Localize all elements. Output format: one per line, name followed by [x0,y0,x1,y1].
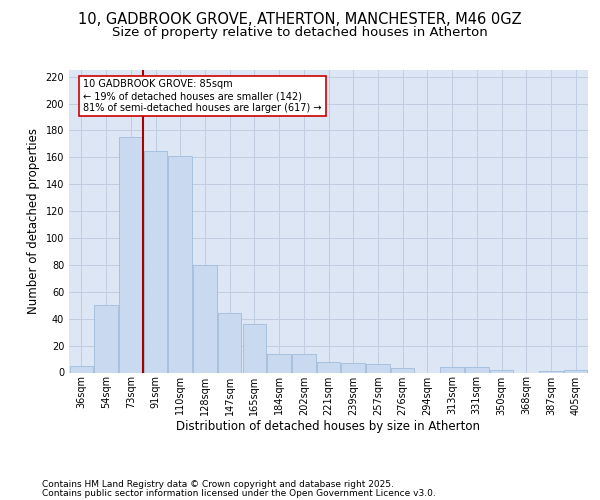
Bar [440,367,464,372]
Bar [465,367,488,372]
Bar [193,265,217,372]
X-axis label: Distribution of detached houses by size in Atherton: Distribution of detached houses by size … [176,420,481,434]
Bar [317,362,340,372]
Bar [218,314,241,372]
Bar [366,364,389,372]
Bar [94,306,118,372]
Bar [169,156,192,372]
Bar [490,370,513,372]
Text: Contains HM Land Registry data © Crown copyright and database right 2025.: Contains HM Land Registry data © Crown c… [42,480,394,489]
Text: 10, GADBROOK GROVE, ATHERTON, MANCHESTER, M46 0GZ: 10, GADBROOK GROVE, ATHERTON, MANCHESTER… [78,12,522,28]
Y-axis label: Number of detached properties: Number of detached properties [27,128,40,314]
Bar [341,363,365,372]
Bar [539,371,563,372]
Bar [144,150,167,372]
Text: Size of property relative to detached houses in Atherton: Size of property relative to detached ho… [112,26,488,39]
Bar [391,368,415,372]
Bar [292,354,316,372]
Bar [70,366,93,372]
Bar [564,370,587,372]
Text: 10 GADBROOK GROVE: 85sqm
← 19% of detached houses are smaller (142)
81% of semi-: 10 GADBROOK GROVE: 85sqm ← 19% of detach… [83,80,322,112]
Text: Contains public sector information licensed under the Open Government Licence v3: Contains public sector information licen… [42,488,436,498]
Bar [119,137,143,372]
Bar [268,354,291,372]
Bar [242,324,266,372]
